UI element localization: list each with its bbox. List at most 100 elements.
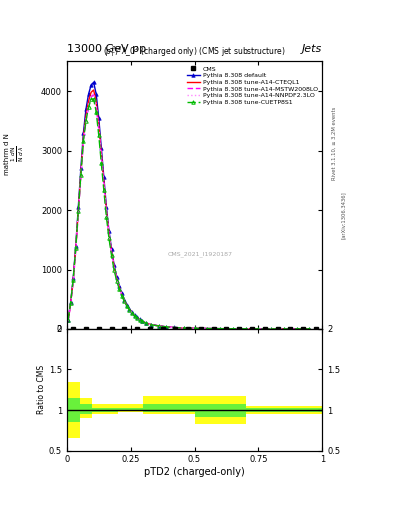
Pythia 8.308 tune-A14-NNPDF2.3LO [281,326,286,332]
Pythia 8.308 default [269,326,274,332]
Text: Rivet 3.1.10, ≥ 3.2M events: Rivet 3.1.10, ≥ 3.2M events [332,106,337,180]
Pythia 8.308 tune-A14-CTEQL1 [125,302,129,308]
Pythia 8.308 tune-A14-MSTW2008LO [84,118,88,124]
Pythia 8.308 tune-CUETP8S1 [230,326,235,332]
Line: CMS: CMS [72,327,318,331]
Pythia 8.308 tune-A14-MSTW2008LO [243,326,248,332]
X-axis label: pTD2 (charged-only): pTD2 (charged-only) [144,467,245,477]
Line: Pythia 8.308 tune-A14-NNPDF2.3LO: Pythia 8.308 tune-A14-NNPDF2.3LO [68,94,310,329]
Bar [195,396,246,424]
Pythia 8.308 default [91,79,96,86]
Pythia 8.308 tune-CUETP8S1 [94,109,99,115]
Pythia 8.308 tune-A14-CTEQL1 [205,326,210,332]
Pythia 8.308 tune-A14-NNPDF2.3LO [119,291,124,297]
Pythia 8.308 tune-A14-CTEQL1 [149,322,153,328]
Pythia 8.308 tune-A14-MSTW2008LO [81,139,86,145]
Pythia 8.308 tune-A14-MSTW2008LO [89,94,94,100]
CMS [275,326,280,332]
Pythia 8.308 tune-A14-NNPDF2.3LO [96,125,101,131]
Pythia 8.308 tune-A14-CTEQL1 [86,98,91,104]
CMS [224,326,229,332]
Pythia 8.308 tune-A14-NNPDF2.3LO [137,316,142,323]
Pythia 8.308 default [205,326,210,332]
Pythia 8.308 tune-CUETP8S1 [218,326,222,332]
Pythia 8.308 tune-CUETP8S1 [117,286,121,292]
Pythia 8.308 tune-A14-NNPDF2.3LO [307,326,312,332]
Pythia 8.308 default [86,91,91,97]
Pythia 8.308 tune-A14-NNPDF2.3LO [164,324,169,330]
Pythia 8.308 tune-A14-NNPDF2.3LO [135,315,140,321]
Pythia 8.308 default [104,204,109,210]
Pythia 8.308 tune-A14-MSTW2008LO [137,317,142,323]
Pythia 8.308 tune-A14-NNPDF2.3LO [256,326,261,332]
Pythia 8.308 tune-A14-MSTW2008LO [140,318,145,325]
Pythia 8.308 default [101,174,106,180]
CMS [173,326,178,332]
Pythia 8.308 tune-A14-NNPDF2.3LO [269,326,274,332]
Bar [118,404,143,413]
Bar [105,408,118,412]
Pythia 8.308 tune-CUETP8S1 [125,303,129,309]
Pythia 8.308 tune-A14-CTEQL1 [230,326,235,332]
Pythia 8.308 tune-A14-CTEQL1 [96,122,101,128]
Pythia 8.308 tune-A14-CTEQL1 [122,297,127,304]
Pythia 8.308 default [122,296,127,303]
Pythia 8.308 tune-A14-CTEQL1 [68,301,73,307]
Pythia 8.308 tune-A14-NNPDF2.3LO [94,102,99,109]
Pythia 8.308 default [112,262,116,268]
Pythia 8.308 tune-A14-NNPDF2.3LO [144,320,149,326]
Pythia 8.308 tune-CUETP8S1 [109,252,114,259]
Pythia 8.308 default [294,326,299,332]
Pythia 8.308 tune-A14-NNPDF2.3LO [71,279,75,285]
CMS [250,326,254,332]
Pythia 8.308 tune-A14-CTEQL1 [256,326,261,332]
Pythia 8.308 tune-A14-CTEQL1 [66,317,70,324]
Pythia 8.308 default [149,322,153,328]
Pythia 8.308 tune-A14-MSTW2008LO [117,285,121,291]
Pythia 8.308 tune-A14-MSTW2008LO [149,322,153,328]
Pythia 8.308 tune-A14-CTEQL1 [140,318,145,324]
CMS [314,326,318,332]
Pythia 8.308 tune-A14-NNPDF2.3LO [125,303,129,309]
Bar [92,408,105,412]
Bar [67,381,80,438]
Pythia 8.308 default [73,243,78,249]
Pythia 8.308 default [218,326,222,332]
Pythia 8.308 tune-CUETP8S1 [86,104,91,110]
Pythia 8.308 default [132,312,137,318]
Pythia 8.308 tune-CUETP8S1 [112,267,116,273]
Pythia 8.308 tune-A14-NNPDF2.3LO [68,301,73,307]
Pythia 8.308 tune-A14-MSTW2008LO [192,325,197,331]
Pythia 8.308 default [94,91,99,97]
Pythia 8.308 tune-CUETP8S1 [269,326,274,332]
Pythia 8.308 tune-A14-MSTW2008LO [73,247,78,253]
Pythia 8.308 tune-A14-CTEQL1 [172,325,176,331]
Pythia 8.308 tune-A14-NNPDF2.3LO [132,312,137,318]
Text: Jets: Jets [302,44,322,54]
Pythia 8.308 tune-A14-NNPDF2.3LO [73,247,78,253]
Pythia 8.308 tune-A14-MSTW2008LO [94,103,99,110]
Pythia 8.308 default [182,325,187,331]
Pythia 8.308 tune-A14-NNPDF2.3LO [205,326,210,332]
Pythia 8.308 tune-A14-MSTW2008LO [71,279,75,285]
Pythia 8.308 tune-A14-NNPDF2.3LO [156,323,161,329]
Pythia 8.308 tune-A14-MSTW2008LO [79,174,83,180]
Pythia 8.308 tune-A14-MSTW2008LO [127,307,132,313]
Pythia 8.308 tune-CUETP8S1 [66,317,70,324]
Pythia 8.308 default [71,275,75,282]
Pythia 8.308 tune-A14-NNPDF2.3LO [172,325,176,331]
Pythia 8.308 default [79,165,83,172]
Legend: CMS, Pythia 8.308 default, Pythia 8.308 tune-A14-CTEQL1, Pythia 8.308 tune-A14-M: CMS, Pythia 8.308 default, Pythia 8.308 … [185,65,319,106]
Pythia 8.308 tune-A14-MSTW2008LO [281,326,286,332]
Bar [80,403,92,414]
Pythia 8.308 tune-A14-NNPDF2.3LO [81,137,86,143]
Line: Pythia 8.308 tune-CUETP8S1: Pythia 8.308 tune-CUETP8S1 [66,97,311,331]
Pythia 8.308 tune-A14-CTEQL1 [73,245,78,251]
Pythia 8.308 tune-CUETP8S1 [137,317,142,323]
Text: mathrm d N: mathrm d N [4,133,10,175]
Pythia 8.308 tune-CUETP8S1 [243,326,248,332]
Pythia 8.308 default [89,82,94,88]
Pythia 8.308 default [172,325,176,331]
Pythia 8.308 tune-A14-MSTW2008LO [294,326,299,332]
Pythia 8.308 tune-A14-MSTW2008LO [205,326,210,332]
